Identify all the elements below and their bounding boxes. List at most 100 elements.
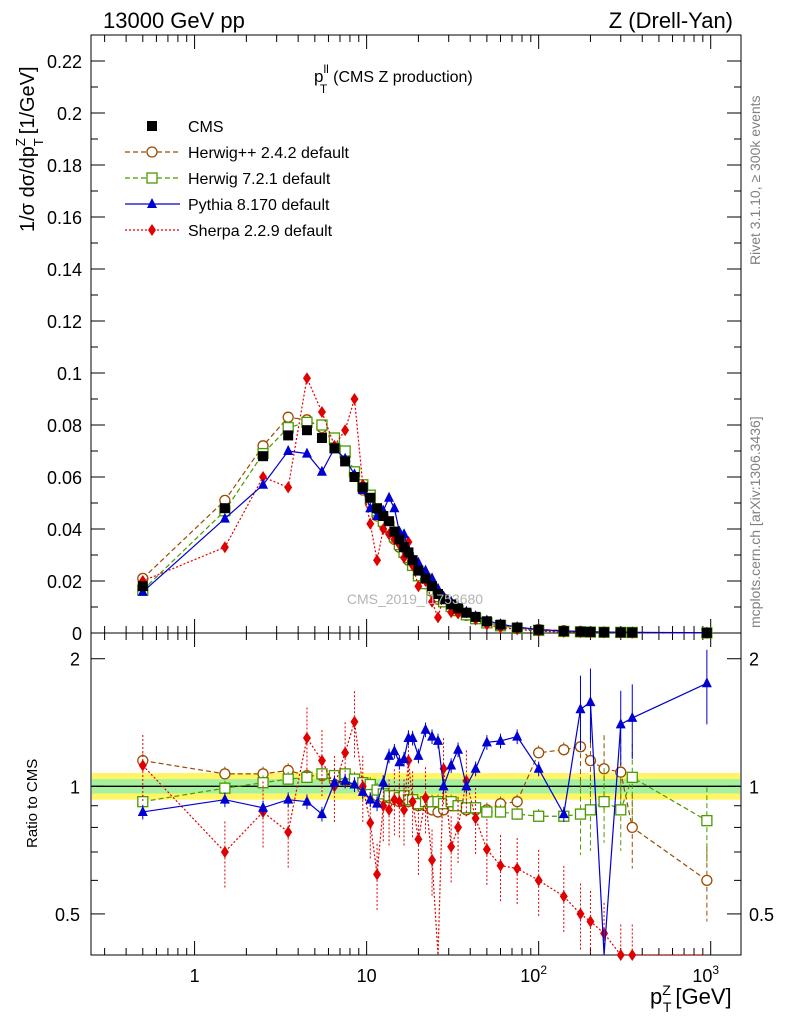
data-point <box>284 481 293 494</box>
data-point <box>137 581 148 592</box>
x-tick-label: 102 <box>520 963 547 986</box>
legend-entry-cms: CMS <box>147 119 224 136</box>
xlabel-sub: T <box>663 999 672 1015</box>
data-point <box>283 430 294 441</box>
data-point <box>258 801 269 812</box>
data-point <box>399 753 410 764</box>
data-point <box>301 447 312 458</box>
data-point <box>471 812 480 825</box>
data-point <box>284 826 293 839</box>
main-ylabel-unit: [1/GeV] <box>17 66 39 134</box>
data-point <box>574 808 587 820</box>
series-pythia <box>137 442 712 956</box>
x-tick-label: 1 <box>190 966 200 986</box>
ratio-y-tick-label: 0.5 <box>55 905 80 925</box>
data-point <box>301 425 312 436</box>
axis-ticks <box>91 34 741 955</box>
data-point <box>481 736 492 747</box>
data-point <box>628 949 637 961</box>
y-tick-label: 0.04 <box>47 520 82 540</box>
data-point <box>533 810 545 822</box>
ratio-y-tick-label-right: 0.5 <box>749 905 774 925</box>
data-point <box>433 589 444 599</box>
data-point <box>420 723 431 734</box>
data-point <box>407 555 418 566</box>
data-point <box>372 503 383 514</box>
main-ylabel-text: 1/σ dσ/dp <box>17 146 39 232</box>
data-point <box>395 795 404 808</box>
data-point <box>302 372 311 385</box>
data-point <box>341 424 350 437</box>
data-point <box>495 619 506 630</box>
data-point <box>413 565 424 576</box>
legend-label: Herwig 7.2.1 default <box>188 171 331 188</box>
data-point <box>585 696 596 707</box>
data-point <box>421 791 430 804</box>
data-point <box>414 580 423 593</box>
series-sherpa <box>138 372 711 961</box>
y-tick-label: 0.02 <box>47 572 82 592</box>
data-point <box>453 743 464 754</box>
data-point <box>511 808 523 820</box>
data-point <box>138 759 147 772</box>
y-tick-label: 0.18 <box>47 156 82 176</box>
data-point <box>408 795 417 808</box>
data-point <box>259 471 268 483</box>
data-point <box>373 554 382 567</box>
data-point <box>400 803 409 816</box>
data-point <box>146 146 158 158</box>
data-point <box>340 456 351 467</box>
data-point <box>378 776 389 787</box>
data-point <box>365 492 376 503</box>
header-process-label: Z (Drell-Yan) <box>609 8 733 33</box>
data-point <box>470 762 481 773</box>
data-point <box>283 793 294 804</box>
data-point <box>482 843 491 856</box>
data-point <box>366 517 375 530</box>
data-point <box>282 773 294 785</box>
data-point <box>427 581 438 592</box>
data-point <box>147 121 157 131</box>
data-point <box>404 754 413 767</box>
legend-label: Pythia 8.170 default <box>188 197 330 214</box>
data-point <box>494 806 507 818</box>
legend-entry-herwigpp: Herwig++ 2.4.2 default <box>125 145 350 162</box>
data-point <box>575 703 586 714</box>
ratio-line-sherpa <box>142 721 707 956</box>
data-point <box>357 785 368 796</box>
legend-label: Sherpa 2.2.9 default <box>188 223 333 240</box>
data-point <box>584 804 597 816</box>
plot-title-sup: ll <box>323 62 328 76</box>
data-point <box>220 541 229 554</box>
x-tick-label-base: 10 <box>692 966 712 986</box>
data-point <box>434 611 443 624</box>
data-point <box>481 806 493 818</box>
data-point <box>627 627 638 638</box>
ratio-y-tick-label: 2 <box>70 650 80 670</box>
data-point <box>316 808 327 819</box>
data-point <box>446 759 457 770</box>
y-tick-label: 0.06 <box>47 468 82 488</box>
data-point <box>626 821 638 834</box>
y-tick-label: 0.08 <box>47 416 82 436</box>
series-herwigpp <box>137 411 713 922</box>
data-point <box>627 711 638 722</box>
plot-title-text: (CMS Z production) <box>333 69 473 86</box>
xlabel: pZ T [GeV] <box>650 982 732 1015</box>
data-point <box>615 804 627 816</box>
legend-entry-sherpa: Sherpa 2.2.9 default <box>125 223 333 240</box>
data-point <box>147 198 157 208</box>
data-point <box>389 502 400 513</box>
xlabel-sup: Z <box>662 982 671 998</box>
axis-tick-labels: 1 10 102 10300.020.040.060.080.10.120.140.1… <box>47 52 774 986</box>
data-point <box>301 795 312 806</box>
data-point <box>495 734 506 745</box>
data-point <box>219 768 231 780</box>
data-point <box>283 445 294 455</box>
data-point <box>148 224 156 236</box>
data-point <box>701 874 713 887</box>
x-tick-label-sup: 3 <box>712 963 719 977</box>
x-tick-label-sup: 2 <box>540 963 547 977</box>
data-point <box>575 626 586 637</box>
